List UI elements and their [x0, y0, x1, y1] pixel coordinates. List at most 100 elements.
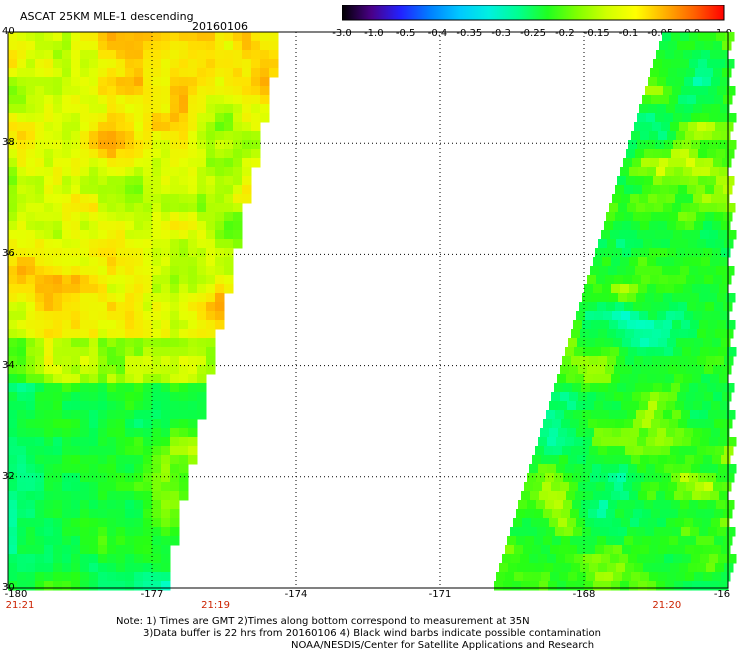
- swath-cell: [179, 383, 189, 393]
- swath-cell: [8, 221, 18, 231]
- swath-cell: [206, 356, 216, 366]
- swath-cell: [613, 248, 623, 258]
- swath-cell: [107, 581, 117, 591]
- swath-cell: [71, 95, 81, 105]
- swath-cell: [134, 212, 144, 222]
- swath-cell: [62, 68, 72, 78]
- lat-label: 34: [2, 359, 15, 371]
- swath-cell: [671, 32, 681, 42]
- swath-cell: [152, 203, 162, 213]
- swath-cell: [683, 284, 693, 294]
- swath-cell: [684, 77, 694, 87]
- swath-cell: [179, 293, 189, 303]
- swath-cell: [659, 365, 669, 375]
- swath-cell: [179, 329, 189, 339]
- swath-cell: [98, 248, 108, 258]
- swath-cell: [726, 410, 736, 420]
- swath-cell: [633, 509, 643, 519]
- swath-cell: [143, 32, 153, 42]
- swath-cell: [707, 500, 717, 510]
- swath-cell: [701, 257, 711, 267]
- swath-cell: [532, 545, 542, 555]
- swath-cell: [718, 437, 728, 447]
- swath-cell: [540, 428, 550, 438]
- swath-cell: [35, 491, 45, 501]
- swath-cell: [107, 401, 117, 411]
- swath-cell: [188, 410, 198, 420]
- swath-cell: [89, 374, 99, 384]
- swath-cell: [98, 437, 108, 447]
- swath-cell: [645, 293, 655, 303]
- swath-cell: [627, 527, 637, 537]
- swath-cell: [655, 140, 665, 150]
- swath-cell: [630, 194, 640, 204]
- swath-cell: [26, 554, 36, 564]
- swath-cell: [725, 176, 735, 186]
- swath-cell: [526, 563, 536, 573]
- swath-cell: [26, 32, 36, 42]
- swath-cell: [170, 500, 180, 510]
- swath-cell: [26, 464, 36, 474]
- swath-cell: [711, 311, 721, 321]
- swath-cell: [44, 194, 54, 204]
- swath-cell: [662, 383, 672, 393]
- swath-cell: [71, 500, 81, 510]
- swath-cell: [107, 527, 117, 537]
- swath-cell: [566, 374, 576, 384]
- swath-cell: [663, 203, 673, 213]
- swath-cell: [152, 194, 162, 204]
- swath-cell: [125, 293, 135, 303]
- swath-cell: [215, 239, 225, 249]
- swath-cell: [621, 311, 631, 321]
- swath-cell: [98, 374, 108, 384]
- swath-cell: [53, 482, 63, 492]
- swath-cell: [656, 284, 666, 294]
- swath-cell: [89, 266, 99, 276]
- swath-cell: [727, 347, 737, 357]
- swath-cell: [708, 320, 718, 330]
- swath-cell: [116, 527, 126, 537]
- swath-cell: [125, 527, 135, 537]
- swath-cell: [80, 320, 90, 330]
- swath-cell: [197, 203, 207, 213]
- swath-cell: [8, 41, 18, 51]
- swath-cell: [556, 554, 566, 564]
- swath-cell: [602, 257, 612, 267]
- swath-cell: [224, 68, 234, 78]
- swath-cell: [687, 509, 697, 519]
- swath-cell: [658, 545, 668, 555]
- swath-cell: [44, 464, 54, 474]
- swath-cell: [98, 95, 108, 105]
- swath-cell: [98, 203, 108, 213]
- swath-cell: [143, 122, 153, 132]
- swath-cell: [682, 464, 692, 474]
- swath-cell: [674, 284, 684, 294]
- swath-cell: [718, 230, 728, 240]
- swath-cell: [197, 50, 207, 60]
- swath-cell: [44, 167, 54, 177]
- swath-cell: [704, 68, 714, 78]
- swath-cell: [71, 320, 81, 330]
- swath-cell: [107, 464, 117, 474]
- swath-cell: [720, 194, 730, 204]
- swath-cell: [188, 59, 198, 69]
- swath-cell: [622, 455, 632, 465]
- swath-cell: [62, 347, 72, 357]
- swath-cell: [98, 410, 108, 420]
- swath-cell: [17, 500, 27, 510]
- swath-cell: [525, 509, 535, 519]
- swath-cell: [586, 338, 596, 348]
- swath-cell: [116, 32, 126, 42]
- swath-cell: [143, 464, 153, 474]
- swath-cell: [595, 248, 605, 258]
- swath-cell: [260, 50, 270, 60]
- swath-cell: [725, 500, 735, 510]
- swath-cell: [152, 266, 162, 276]
- swath-cell: [650, 158, 660, 168]
- swath-cell: [44, 248, 54, 258]
- swath-cell: [206, 248, 216, 258]
- swath-cell: [706, 356, 716, 366]
- swath-cell: [690, 320, 700, 330]
- swath-cell: [107, 113, 117, 123]
- swath-cell: [561, 419, 571, 429]
